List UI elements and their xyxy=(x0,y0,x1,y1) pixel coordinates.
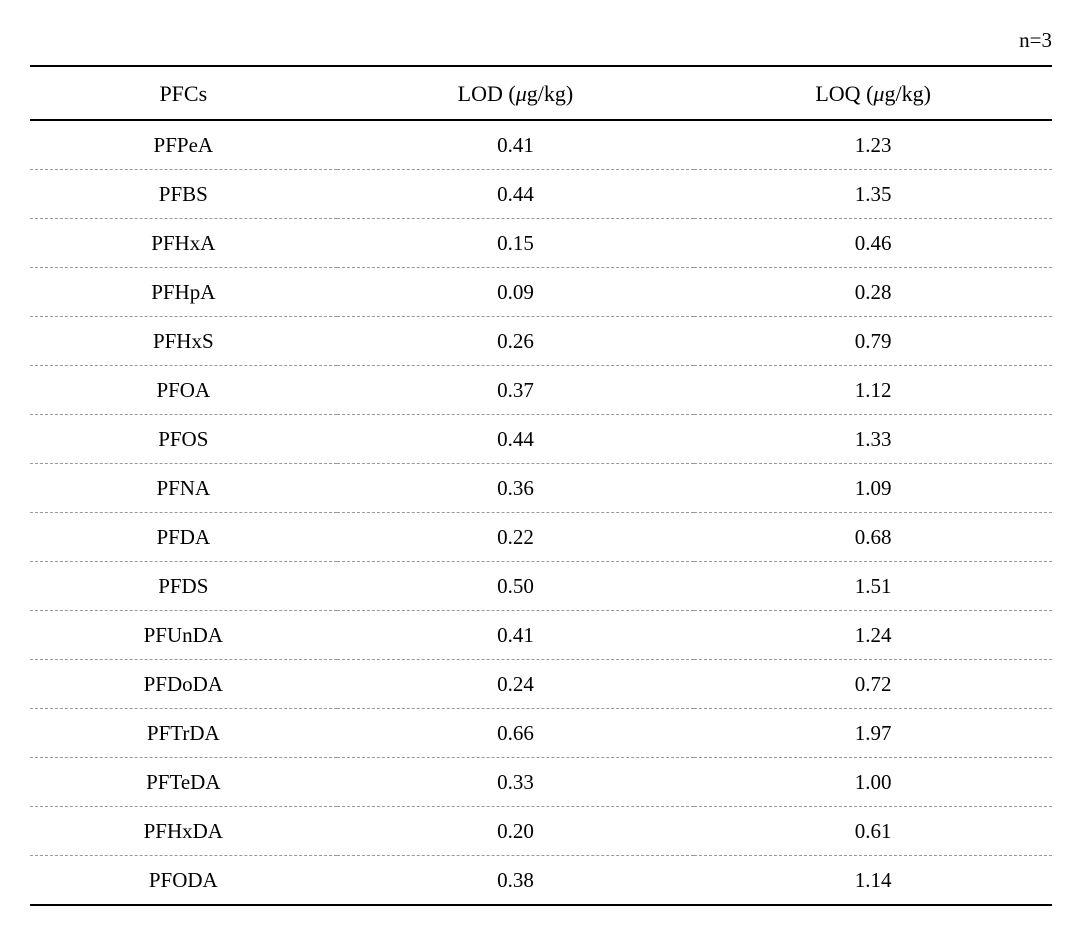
cell-pfcs: PFBS xyxy=(30,170,337,219)
cell-loq: 0.28 xyxy=(694,268,1052,317)
table-row: PFOA0.371.12 xyxy=(30,366,1052,415)
cell-loq: 0.79 xyxy=(694,317,1052,366)
table-row: PFHxS0.260.79 xyxy=(30,317,1052,366)
cell-pfcs: PFNA xyxy=(30,464,337,513)
column-header-lod: LOD (μg/kg) xyxy=(337,66,695,120)
cell-loq: 1.33 xyxy=(694,415,1052,464)
cell-lod: 0.15 xyxy=(337,219,695,268)
table-row: PFHpA0.090.28 xyxy=(30,268,1052,317)
table-row: PFDS0.501.51 xyxy=(30,562,1052,611)
table-row: PFHxDA0.200.61 xyxy=(30,807,1052,856)
cell-pfcs: PFHxS xyxy=(30,317,337,366)
cell-lod: 0.37 xyxy=(337,366,695,415)
table-row: PFDoDA0.240.72 xyxy=(30,660,1052,709)
table-row: PFHxA0.150.46 xyxy=(30,219,1052,268)
lod-label-suffix: g/kg) xyxy=(527,81,573,106)
table-row: PFUnDA0.411.24 xyxy=(30,611,1052,660)
pfc-lod-loq-table: PFCs LOD (μg/kg) LOQ (μg/kg) PFPeA0.411.… xyxy=(30,65,1052,906)
cell-lod: 0.36 xyxy=(337,464,695,513)
cell-pfcs: PFDA xyxy=(30,513,337,562)
cell-lod: 0.41 xyxy=(337,611,695,660)
cell-loq: 1.12 xyxy=(694,366,1052,415)
cell-lod: 0.41 xyxy=(337,120,695,170)
cell-loq: 1.51 xyxy=(694,562,1052,611)
cell-lod: 0.44 xyxy=(337,170,695,219)
table-body: PFPeA0.411.23PFBS0.441.35PFHxA0.150.46PF… xyxy=(30,120,1052,905)
column-header-loq: LOQ (μg/kg) xyxy=(694,66,1052,120)
table-row: PFPeA0.411.23 xyxy=(30,120,1052,170)
cell-loq: 1.14 xyxy=(694,856,1052,906)
cell-loq: 1.97 xyxy=(694,709,1052,758)
table-row: PFDA0.220.68 xyxy=(30,513,1052,562)
cell-loq: 0.46 xyxy=(694,219,1052,268)
cell-pfcs: PFTeDA xyxy=(30,758,337,807)
cell-pfcs: PFUnDA xyxy=(30,611,337,660)
cell-loq: 1.00 xyxy=(694,758,1052,807)
cell-lod: 0.50 xyxy=(337,562,695,611)
loq-unit-mu: μ xyxy=(873,81,884,106)
cell-loq: 0.61 xyxy=(694,807,1052,856)
table-row: PFBS0.441.35 xyxy=(30,170,1052,219)
cell-pfcs: PFOS xyxy=(30,415,337,464)
cell-loq: 0.72 xyxy=(694,660,1052,709)
cell-lod: 0.44 xyxy=(337,415,695,464)
cell-lod: 0.22 xyxy=(337,513,695,562)
cell-loq: 0.68 xyxy=(694,513,1052,562)
cell-pfcs: PFDoDA xyxy=(30,660,337,709)
cell-lod: 0.26 xyxy=(337,317,695,366)
table-row: PFNA0.361.09 xyxy=(30,464,1052,513)
column-header-pfcs: PFCs xyxy=(30,66,337,120)
lod-label-prefix: LOD ( xyxy=(458,81,516,106)
cell-pfcs: PFPeA xyxy=(30,120,337,170)
table-row: PFOS0.441.33 xyxy=(30,415,1052,464)
table-row: PFTrDA0.661.97 xyxy=(30,709,1052,758)
cell-lod: 0.24 xyxy=(337,660,695,709)
cell-loq: 1.24 xyxy=(694,611,1052,660)
table-row: PFTeDA0.331.00 xyxy=(30,758,1052,807)
table-row: PFODA0.381.14 xyxy=(30,856,1052,906)
cell-pfcs: PFHxA xyxy=(30,219,337,268)
cell-loq: 1.35 xyxy=(694,170,1052,219)
cell-pfcs: PFHxDA xyxy=(30,807,337,856)
cell-pfcs: PFDS xyxy=(30,562,337,611)
loq-label-prefix: LOQ ( xyxy=(815,81,873,106)
cell-lod: 0.66 xyxy=(337,709,695,758)
cell-pfcs: PFOA xyxy=(30,366,337,415)
cell-lod: 0.33 xyxy=(337,758,695,807)
cell-pfcs: PFTrDA xyxy=(30,709,337,758)
cell-lod: 0.20 xyxy=(337,807,695,856)
cell-pfcs: PFHpA xyxy=(30,268,337,317)
table-header-row: PFCs LOD (μg/kg) LOQ (μg/kg) xyxy=(30,66,1052,120)
cell-lod: 0.38 xyxy=(337,856,695,906)
cell-pfcs: PFODA xyxy=(30,856,337,906)
cell-loq: 1.09 xyxy=(694,464,1052,513)
cell-lod: 0.09 xyxy=(337,268,695,317)
loq-label-suffix: g/kg) xyxy=(884,81,930,106)
sample-count-note: n=3 xyxy=(30,20,1052,65)
cell-loq: 1.23 xyxy=(694,120,1052,170)
lod-unit-mu: μ xyxy=(516,81,527,106)
